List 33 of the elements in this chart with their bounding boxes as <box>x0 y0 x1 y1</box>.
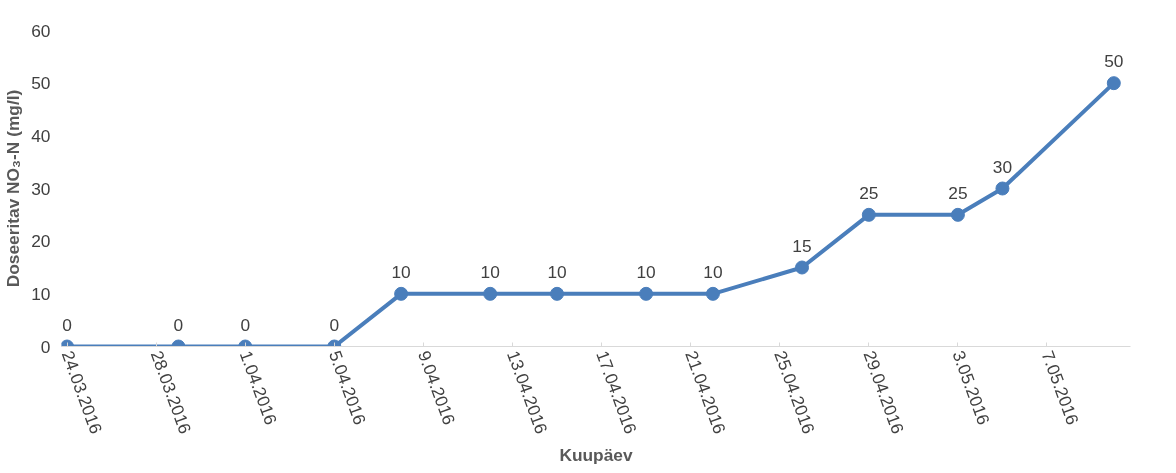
point <box>795 260 810 275</box>
y-tick-label: 0 <box>40 336 51 357</box>
point <box>1106 76 1121 91</box>
point <box>483 286 498 301</box>
data-label: 0 <box>62 314 72 335</box>
data-label: 30 <box>992 156 1013 177</box>
y-tick-label: 30 <box>31 178 51 199</box>
data-label: 25 <box>859 182 879 203</box>
data-label: 10 <box>703 261 723 282</box>
data-label: 0 <box>329 314 340 335</box>
data-label: 50 <box>1104 51 1124 72</box>
point <box>550 286 565 301</box>
data-label: 10 <box>547 261 567 282</box>
point <box>861 207 876 222</box>
data-label: 10 <box>391 261 411 282</box>
point <box>950 207 965 222</box>
x-axis-title: Kuupäev <box>559 445 633 466</box>
data-label: 0 <box>173 314 184 335</box>
data-label: 10 <box>636 261 656 282</box>
data-label: 0 <box>240 314 251 335</box>
y-tick-label: 40 <box>31 125 51 146</box>
data-label: 15 <box>792 235 812 256</box>
y-tick-label: 10 <box>31 283 51 304</box>
data-label: 10 <box>480 261 500 282</box>
data-label: 25 <box>948 182 968 203</box>
y-tick-label: 50 <box>31 73 51 94</box>
point <box>995 181 1010 196</box>
point <box>639 286 654 301</box>
point <box>705 286 720 301</box>
y-axis-title: Doseeritav NO₃-N (mg/l) <box>3 89 24 288</box>
point <box>394 286 409 301</box>
y-tick-label: 20 <box>31 231 51 252</box>
y-tick-label: 60 <box>31 20 51 41</box>
